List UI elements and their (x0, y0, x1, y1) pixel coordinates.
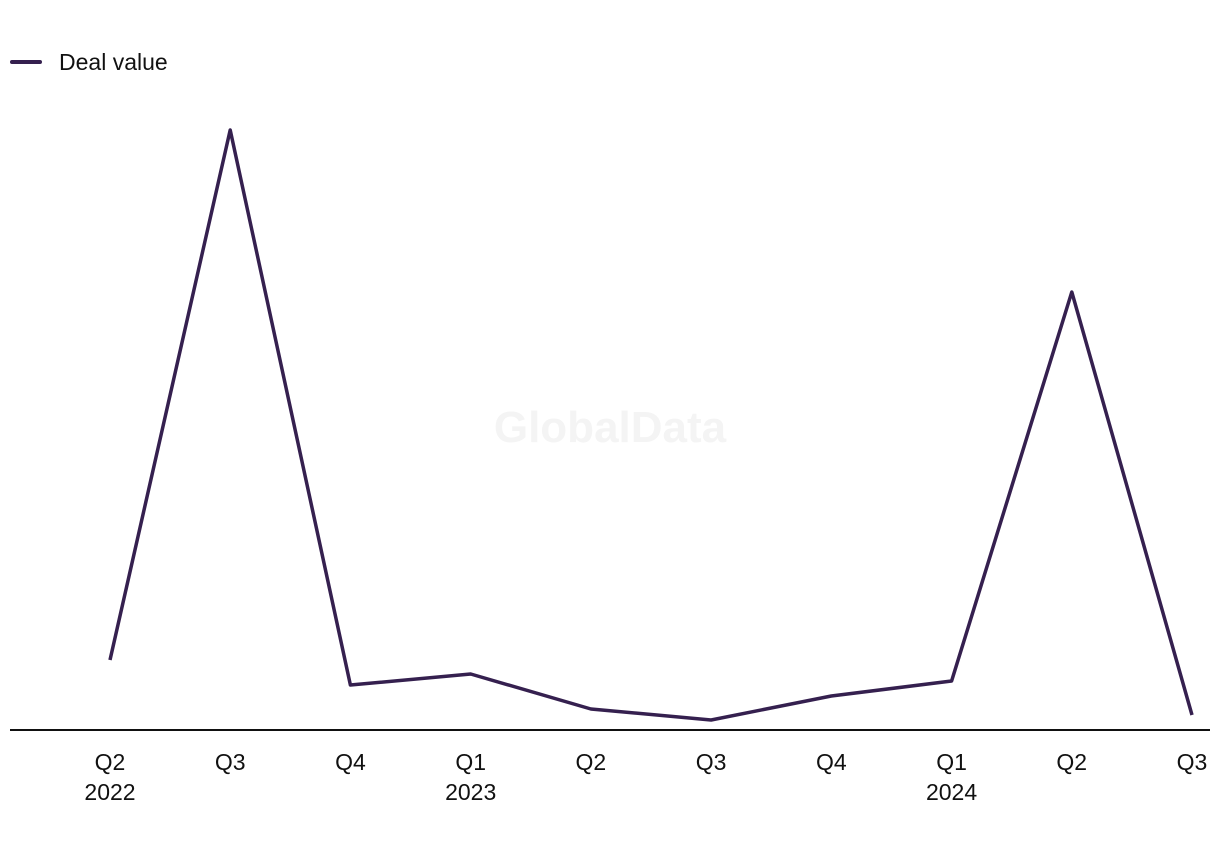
series-line-0 (108, 128, 1194, 722)
legend-swatch (10, 60, 42, 64)
chart-legend: Deal value (10, 46, 168, 78)
x-tick-label-quarter: Q2 (95, 749, 126, 775)
plot-area (108, 128, 1194, 722)
x-tick-label-quarter: Q4 (335, 749, 366, 775)
x-tick-label-quarter: Q2 (576, 749, 607, 775)
x-axis-ticks: Q2 2022 Q3 Q4 Q1 2023 Q2 Q3 Q4 Q1 2024 Q2 Q3 (84, 749, 1207, 805)
x-tick-label-quarter: Q3 (1177, 749, 1208, 775)
x-tick-label-quarter: Q1 (936, 749, 967, 775)
x-tick-label-quarter: Q1 (455, 749, 486, 775)
x-tick-label-quarter: Q3 (215, 749, 246, 775)
x-tick-label-year: 2024 (926, 779, 977, 805)
watermark-text: GlobalData (494, 403, 727, 452)
x-tick-label-year: 2022 (84, 779, 135, 805)
x-tick-label-quarter: Q2 (1056, 749, 1087, 775)
x-tick-label-quarter: Q3 (696, 749, 727, 775)
x-tick-label-year: 2023 (445, 779, 496, 805)
legend-label: Deal value (59, 49, 168, 75)
x-tick-label-quarter: Q4 (816, 749, 847, 775)
